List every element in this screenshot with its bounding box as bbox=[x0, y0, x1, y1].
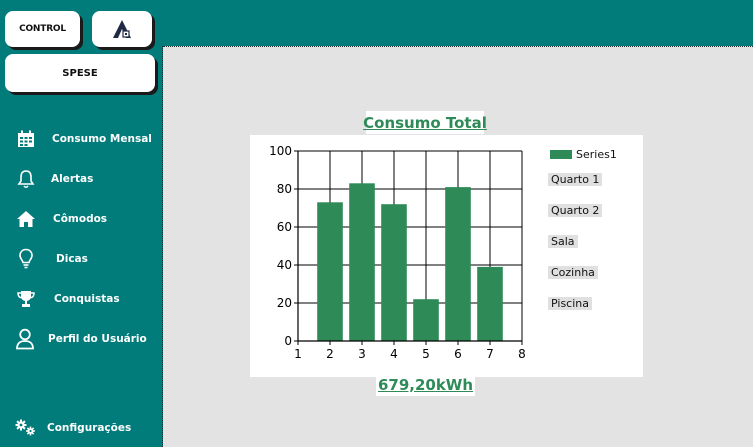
room-label-sala: Sala bbox=[548, 235, 578, 248]
spese-button[interactable]: SPESE bbox=[5, 54, 155, 92]
bar bbox=[413, 299, 439, 341]
sidebar-item-label: Alertas bbox=[51, 173, 94, 185]
bar bbox=[477, 266, 503, 341]
logo-button[interactable] bbox=[92, 11, 152, 47]
sidebar-item-dicas[interactable]: Dicas bbox=[0, 244, 160, 274]
x-tick-label: 6 bbox=[454, 347, 462, 361]
gears-icon bbox=[15, 417, 37, 439]
bell-icon bbox=[15, 168, 37, 190]
room-label-quarto-1: Quarto 1 bbox=[548, 173, 603, 186]
sidebar-item-label: Conquistas bbox=[54, 293, 120, 305]
y-tick-label: 0 bbox=[284, 334, 292, 348]
sidebar-item-label: Consumo Mensal bbox=[52, 133, 152, 145]
x-tick-label: 7 bbox=[486, 347, 494, 361]
y-tick-label: 20 bbox=[277, 296, 292, 310]
bar bbox=[317, 202, 343, 341]
control-button[interactable]: CONTROL bbox=[5, 11, 80, 47]
home-icon bbox=[15, 208, 37, 230]
sidebar-item-label: Cômodos bbox=[53, 213, 108, 225]
x-tick-label: 1 bbox=[294, 347, 302, 361]
sidebar-item-configuracoes[interactable]: Configurações bbox=[0, 413, 160, 443]
sidebar-item-alertas[interactable]: Alertas bbox=[0, 164, 160, 194]
sidebar-item-label: Dicas bbox=[56, 253, 88, 265]
lightbulb-icon bbox=[15, 248, 37, 270]
sidebar-item-perfil-do-usuario[interactable]: Perfil do Usuário bbox=[0, 324, 160, 354]
x-tick-label: 2 bbox=[326, 347, 334, 361]
chart-legend: Series1 bbox=[550, 148, 617, 161]
y-tick-label: 80 bbox=[277, 182, 292, 196]
sidebar-item-conquistas[interactable]: Conquistas bbox=[0, 284, 160, 314]
house-a-logo-icon bbox=[113, 20, 131, 38]
bar bbox=[445, 187, 471, 341]
sidebar-item-consumo-mensal[interactable]: Consumo Mensal bbox=[0, 124, 160, 154]
bar-chart: 0 20 40 60 80 100 1 2 3 4 5 6 7 8 bbox=[269, 144, 526, 361]
y-tick-label: 60 bbox=[277, 220, 292, 234]
bar bbox=[349, 183, 375, 341]
bar bbox=[381, 204, 407, 341]
y-tick-label: 40 bbox=[277, 258, 292, 272]
room-label-piscina: Piscina bbox=[548, 297, 592, 310]
legend-entry: Series1 bbox=[576, 148, 617, 161]
x-tick-label: 8 bbox=[518, 347, 526, 361]
y-tick-label: 100 bbox=[269, 144, 292, 158]
sidebar-item-label: Configurações bbox=[47, 422, 132, 434]
x-tick-label: 4 bbox=[390, 347, 398, 361]
room-label-quarto-2: Quarto 2 bbox=[548, 204, 603, 217]
legend-swatch bbox=[550, 150, 572, 159]
room-label-cozinha: Cozinha bbox=[548, 266, 598, 279]
x-tick-label: 3 bbox=[358, 347, 366, 361]
sidebar-divider bbox=[160, 46, 163, 447]
top-bar-divider bbox=[163, 46, 753, 48]
sidebar-item-comodos[interactable]: Cômodos bbox=[0, 204, 160, 234]
chart-panel: 0 20 40 60 80 100 1 2 3 4 5 6 7 8 Series1 Quarto 1 Qu… bbox=[250, 135, 643, 377]
calendar-icon bbox=[15, 128, 37, 150]
total-consumption: 679,20kWh bbox=[376, 373, 475, 396]
top-bar bbox=[163, 0, 753, 46]
sidebar-item-label: Perfil do Usuário bbox=[48, 333, 147, 345]
x-tick-label: 5 bbox=[422, 347, 430, 361]
user-icon bbox=[14, 328, 36, 350]
chart-title: Consumo Total bbox=[363, 111, 487, 134]
trophy-icon bbox=[15, 288, 37, 310]
